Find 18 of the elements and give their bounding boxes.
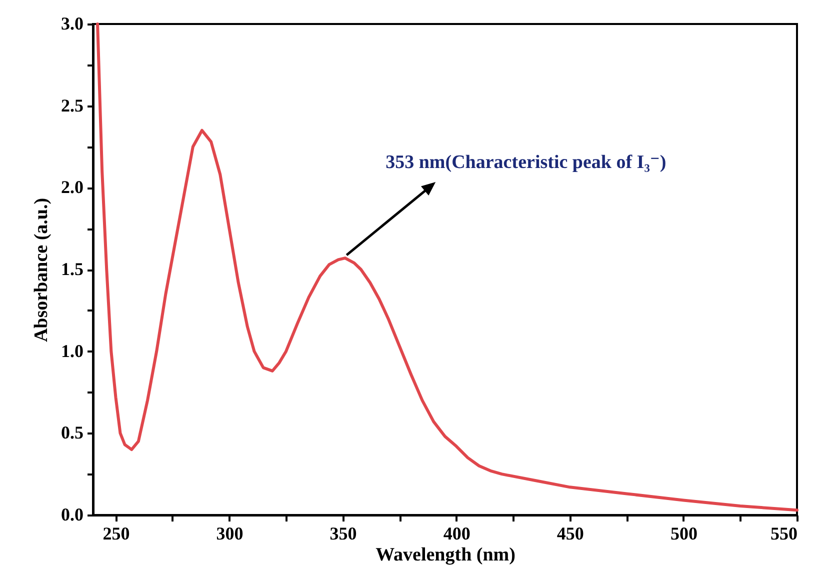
x-tick-label: 450 <box>556 524 584 544</box>
x-tick-label: 250 <box>102 524 130 544</box>
x-tick-label: 350 <box>330 524 357 544</box>
y-tick-label: 0.5 <box>61 422 84 443</box>
x-tick-label: 400 <box>443 524 470 544</box>
annotation: 353 nm(Characteristic peak of I₃⁻) <box>386 152 666 174</box>
y-tick-label: 2.5 <box>61 95 84 116</box>
x-tick-label: 550 <box>770 524 798 544</box>
line-series <box>96 22 798 512</box>
y-tick-label: 1.0 <box>61 340 84 361</box>
y-tick-label: 3.0 <box>61 14 84 34</box>
y-tick-label: 0.0 <box>61 504 84 524</box>
y-axis-title: Absorbance (a.u.) <box>31 198 52 342</box>
y-tick-label: 2.0 <box>61 177 84 198</box>
x-axis-title: Wavelength (nm) <box>376 544 516 566</box>
x-tick-label: 300 <box>216 524 244 544</box>
x-tick-label: 500 <box>670 524 698 544</box>
y-tick-label: 1.5 <box>61 259 84 279</box>
